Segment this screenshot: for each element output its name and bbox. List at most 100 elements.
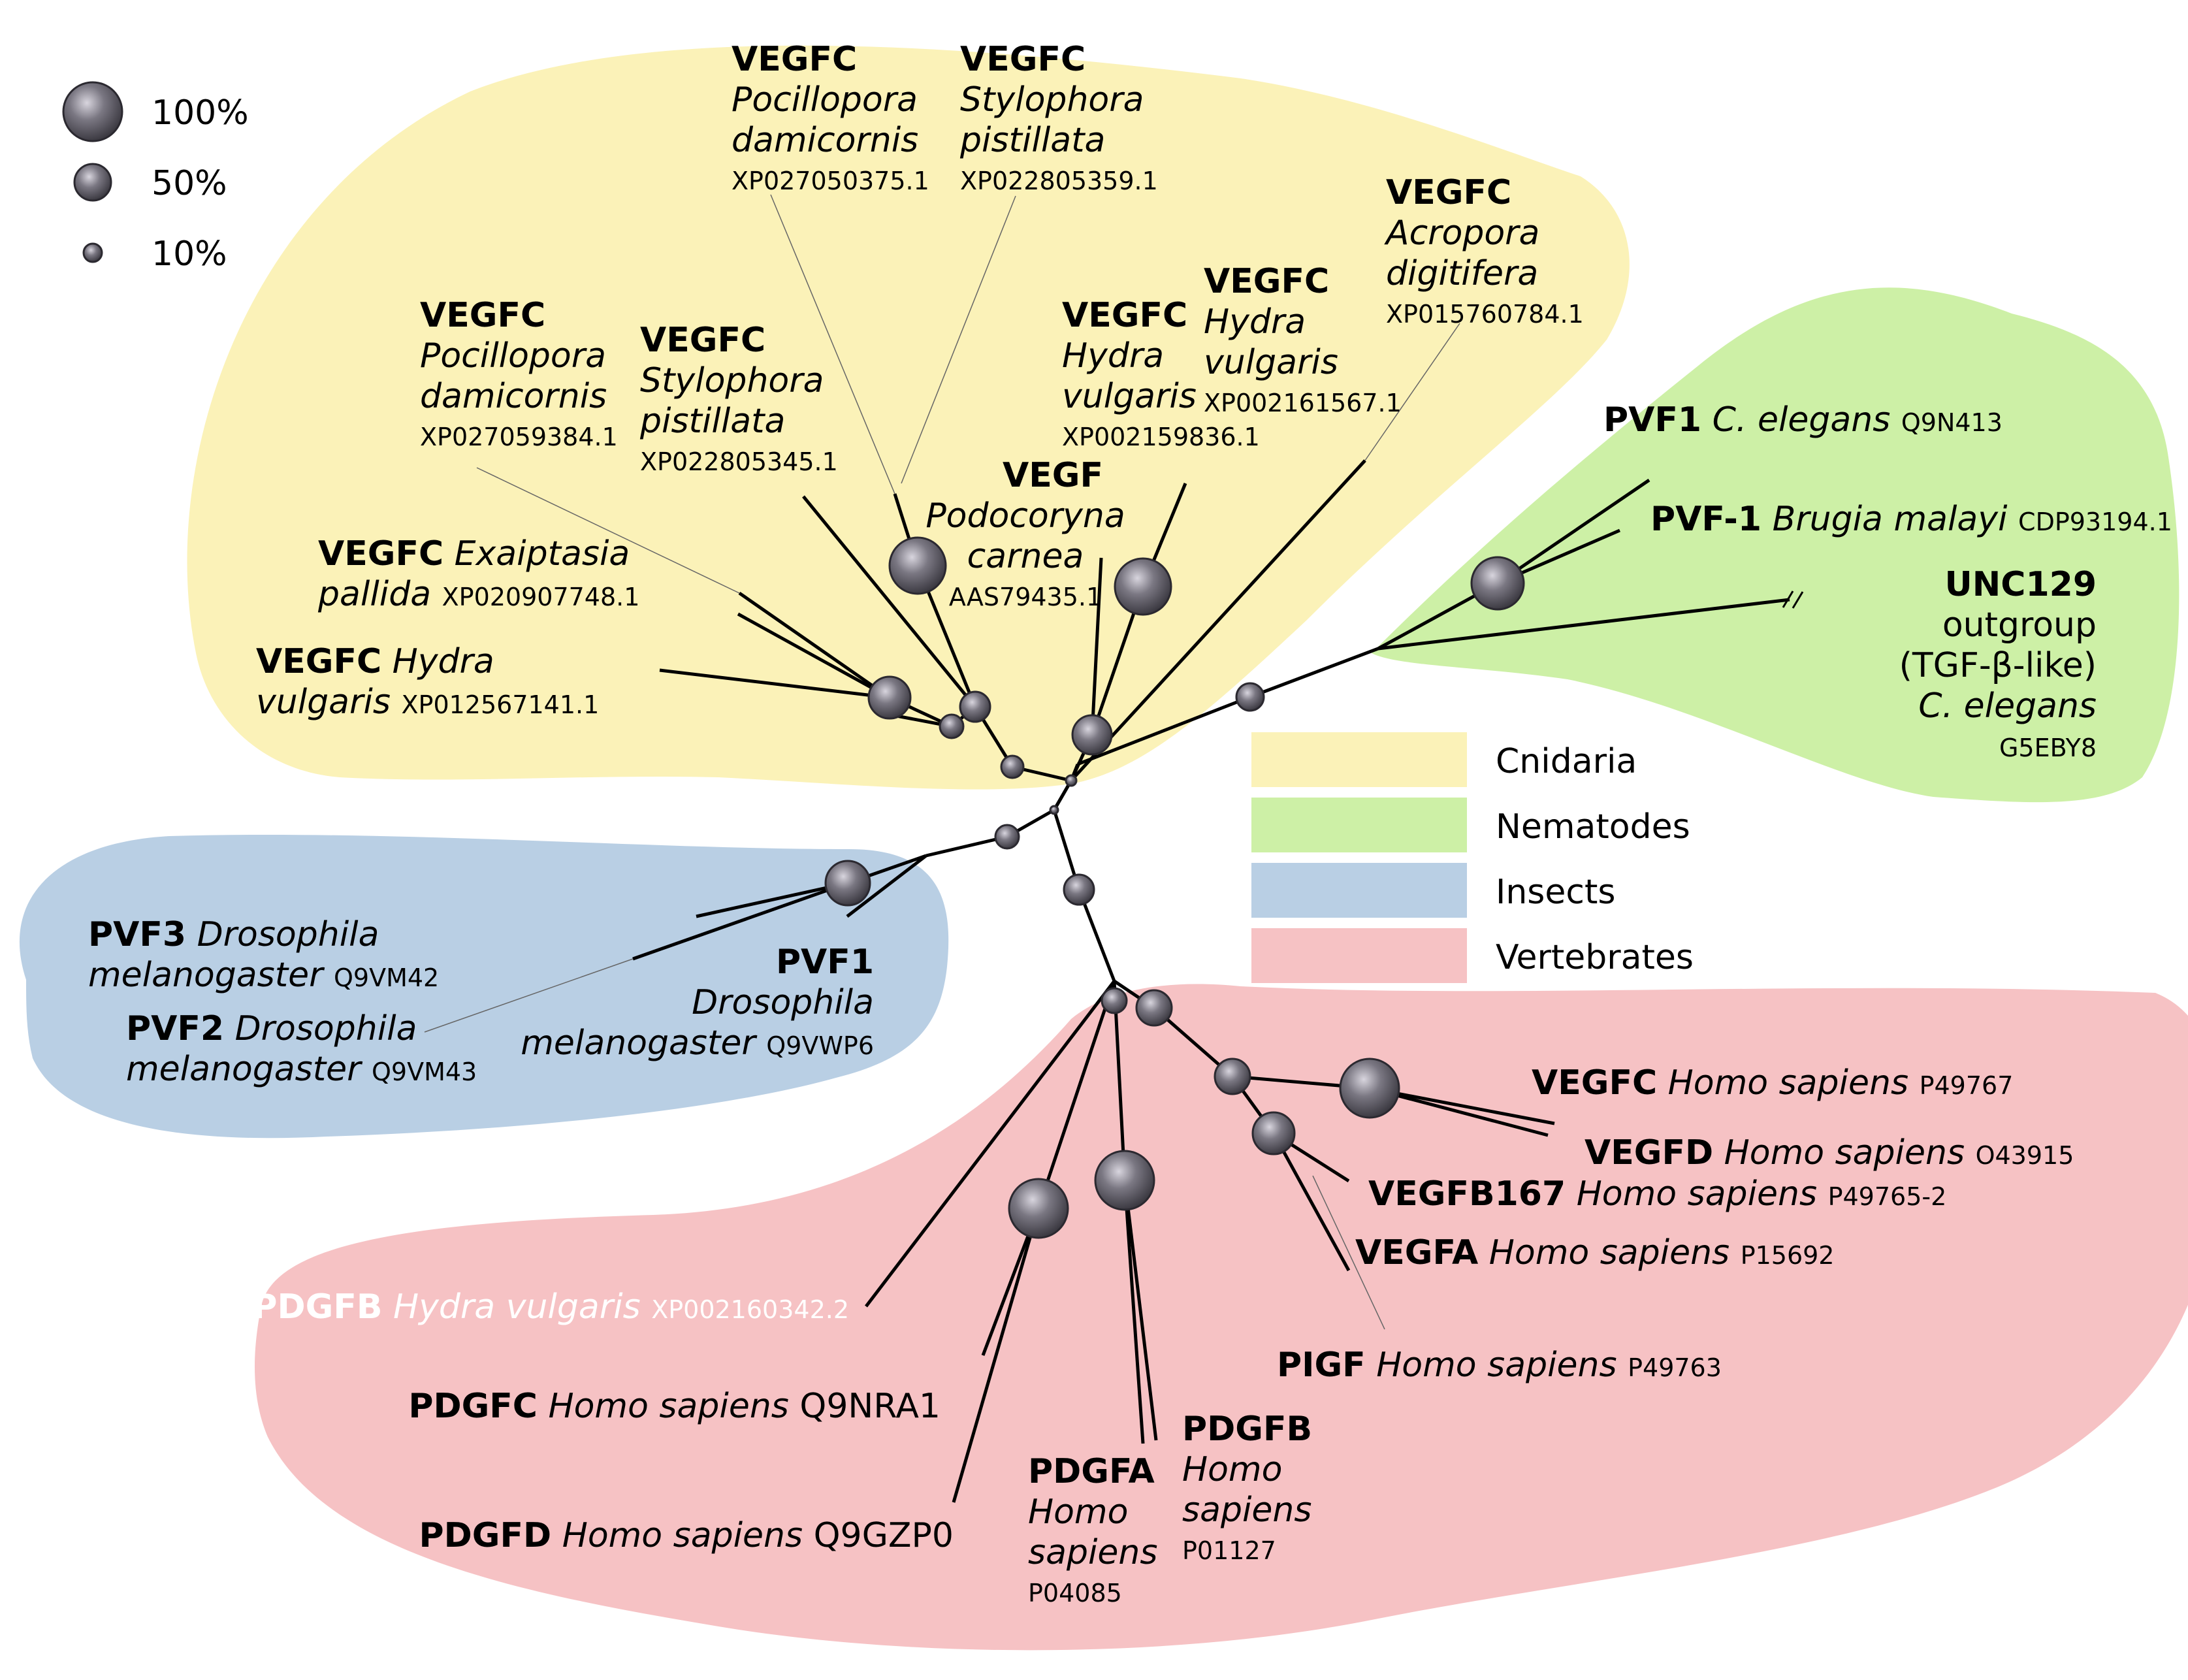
accession: Q9N413 [1901,408,2003,437]
legend-label-100: 100% [152,93,249,133]
leaf-line-1: PVF1 C. elegans Q9N413 [1603,400,2003,440]
gene-name: UNC129 [1945,565,2097,604]
gene-name: PVF1 [1603,400,1701,440]
support-legend: 100% 50% 10% [62,81,249,274]
leaf-label-pvf3-drosophila: PVF3 Drosophila melanogaster Q9VM42 [88,915,439,995]
accession: Q9NRA1 [799,1387,941,1426]
leaf-label-pvf1-c-elegans: PVF1 C. elegans Q9N413 [1603,400,2003,440]
support-node [1235,682,1265,712]
accession: O43915 [1976,1141,2074,1170]
gene-name: VEGFC [1204,262,1329,301]
accession: P04085 [1028,1579,1122,1607]
accession: XP027050375.1 [732,167,929,195]
gene-name: VEGFC [420,296,545,335]
support-node [959,690,991,723]
leaf-line-1: VEGFD Homo sapiens O43915 [1585,1133,2074,1172]
leaf-label-vegfc-stylophora-2: VEGFC Stylophora pistillata XP022805345.… [639,321,838,476]
leaf-line-2: vulgaris XP012567141.1 [256,683,599,722]
legend-label-50: 50% [152,164,227,203]
species-name: Podocoryna [925,496,1125,536]
legend-swatch-insects [1251,863,1467,918]
support-node [1094,1150,1155,1211]
leaf-label-vegfd-human: VEGFD Homo sapiens O43915 [1585,1133,2074,1172]
support-node [939,713,965,739]
leaf-label-pdgfc-human: PDGFC Homo sapiens Q9NRA1 [408,1387,941,1426]
leaf-label-pvf2-drosophila: PVF2 Drosophila melanogaster Q9VM43 [126,1009,477,1089]
species-name: Brugia malayi [1773,500,2008,539]
accession: XP027059384.1 [420,423,618,451]
leaf-label-vegfc-human: VEGFC Homo sapiens P49767 [1532,1063,2013,1103]
species-name: Hydra [393,642,494,681]
support-nodes [824,536,1525,1239]
accession: Q9VWP6 [766,1031,874,1060]
leaf-label-pigf-human: PIGF Homo sapiens P49763 [1277,1346,1722,1385]
species-name: pistillata [639,402,785,441]
legend-label-insects: Insects [1496,873,1615,912]
leaf-line-1: PIGF Homo sapiens P49763 [1277,1346,1722,1385]
accession: AAS79435.1 [949,583,1102,611]
species-name: Homo [1182,1450,1282,1489]
leaf-line-1: VEGFC Hydra [256,642,494,681]
gene-name: VEGFC [256,642,381,681]
gene-name: PDGFB [1182,1410,1312,1449]
gene-name: PDGFA [1028,1452,1155,1491]
support-node [1470,556,1525,611]
gene-name: VEGF [1003,456,1103,495]
species-name: Homo [1028,1493,1128,1532]
leaf-label-vegfc-hydra-2: VEGFC Hydra vulgaris XP002161567.1 [1204,262,1402,417]
species-name: sapiens [1028,1533,1157,1572]
species-name: C. elegans [1918,687,2097,726]
leaf-label-vegfc-hydra-1: VEGFC Hydra vulgaris XP002159836.1 [1062,296,1260,451]
support-node [1049,805,1059,815]
support-node [1008,1178,1069,1239]
accession: Q9GZP0 [814,1516,954,1555]
species-name: Drosophila [235,1009,417,1048]
gene-name: VEGFC [960,40,1086,79]
cnidaria-region [187,45,1630,790]
species-name: melanogaster [521,1024,758,1063]
legend-label-10: 10% [152,234,227,274]
gene-name: PDGFC [408,1387,538,1426]
gene-name: PDGFD [419,1516,552,1555]
gene-name: VEGFC [1532,1063,1657,1103]
gene-name: VEGFC [640,321,765,360]
legend-label-vertebrates: Vertebrates [1496,938,1694,977]
leaf-label-vegfc-stylophora-1: VEGFC Stylophora pistillata XP022805359.… [959,40,1158,195]
species-name: sapiens [1182,1491,1311,1530]
species-name: digitifera [1386,254,1538,293]
leaf-labels: VEGFC Pocillopora damicornis XP027050375… [88,40,2172,1607]
leaf-label-unc129: UNC129 outgroup (TGF-β-like) C. elegans … [1899,565,2097,762]
gene-name: VEGFB167 [1368,1174,1566,1214]
accession: XP002160342.2 [651,1295,849,1324]
gene-name: PVF-1 [1650,500,1762,539]
support-node [1214,1058,1251,1095]
legend-swatch-cnidaria [1251,732,1467,787]
leaf-label-vegf-podocoryna: VEGF Podocoryna carnea AAS79435.1 [925,456,1125,611]
leaf-label-pvf1-drosophila: PVF1 Drosophila melanogaster Q9VWP6 [521,943,874,1063]
leaf-label-pdgfb-human: PDGFB Homo sapiens P01127 [1182,1410,1312,1565]
accession: XP002159836.1 [1062,423,1260,451]
leaf-label-vegfb167-human: VEGFB167 Homo sapiens P49765-2 [1368,1174,1946,1214]
support-node [867,675,912,720]
support-node [1251,1111,1296,1155]
support-node [824,860,871,907]
leaf-line-1: PVF-1 Brugia malayi CDP93194.1 [1650,500,2172,539]
legend-node-10 [82,242,103,263]
accession: Q9VM43 [372,1058,477,1086]
accession: XP022805359.1 [960,167,1158,195]
species-name: C. elegans [1713,400,1891,440]
leaf-line-1: VEGFB167 Homo sapiens P49765-2 [1368,1174,1946,1214]
species-name: Homo sapiens [1668,1063,1908,1103]
accession: P49765-2 [1828,1182,1947,1211]
gene-name: VEGFC [732,40,857,79]
leaf-label-vegfc-pocillopora-1: VEGFC Pocillopora damicornis XP027050375… [732,40,929,195]
species-name: damicornis [732,121,918,160]
leaf-label-vegfc-pocillopora-2: VEGFC Pocillopora damicornis XP027059384… [420,296,618,451]
leaf-line-1: PDGFB Hydra vulgaris XP002160342.2 [252,1287,849,1327]
legend-label-cnidaria: Cnidaria [1496,742,1637,781]
species-name: melanogaster [126,1050,363,1089]
accession: G5EBY8 [1999,734,2097,762]
support-node [1071,714,1113,756]
leaf-line-1: PDGFD Homo sapiens Q9GZP0 [419,1516,954,1555]
species-name: Homo sapiens [549,1387,789,1426]
